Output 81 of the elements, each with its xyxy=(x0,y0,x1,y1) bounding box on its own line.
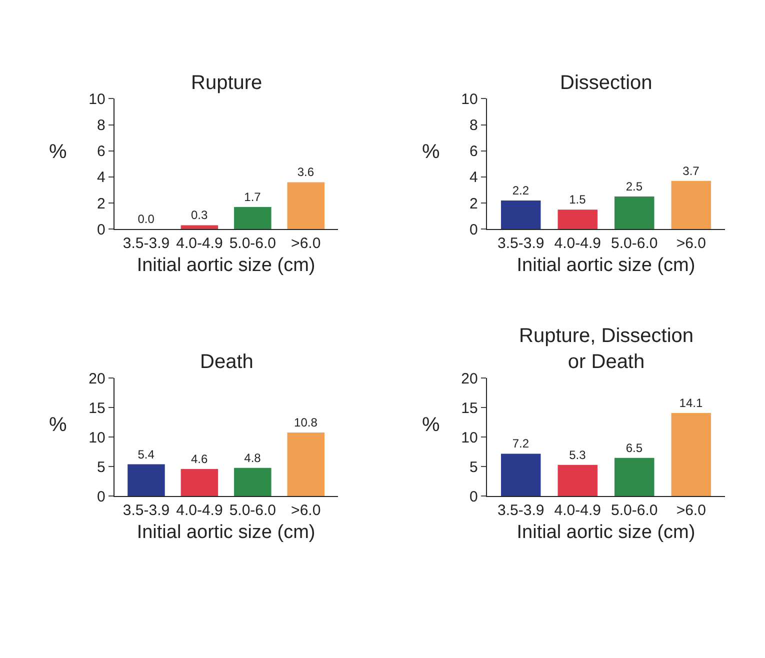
bar xyxy=(671,180,712,230)
data-label: 4.6 xyxy=(190,452,208,466)
bar xyxy=(500,454,541,496)
chart-title: Rupture, Dissection or Death xyxy=(519,325,694,373)
bar xyxy=(234,206,272,230)
bar xyxy=(614,196,654,230)
x-tick-label: 5.0-6.0 xyxy=(229,502,276,520)
data-label: 3.7 xyxy=(682,164,700,178)
data-label: 1.7 xyxy=(244,190,262,204)
data-label: 2.2 xyxy=(512,183,530,198)
y-tick-label: 5 xyxy=(469,458,478,476)
y-axis-title: % xyxy=(422,414,440,436)
x-tick-label: >6.0 xyxy=(676,235,706,252)
y-tick-label: 5 xyxy=(96,458,106,476)
bar xyxy=(180,225,218,230)
y-tick-label: 8 xyxy=(96,117,106,134)
x-tick-label: 5.0-6.0 xyxy=(611,235,658,252)
y-axis-title: % xyxy=(422,141,440,163)
data-label: 4.8 xyxy=(244,450,262,465)
data-label: 0.0 xyxy=(138,212,155,226)
y-tick-label: 0 xyxy=(469,488,478,506)
bar xyxy=(287,432,324,496)
y-tick-label: 15 xyxy=(88,400,106,417)
x-tick-label: 5.0-6.0 xyxy=(229,235,276,252)
y-tick-label: 10 xyxy=(461,90,478,108)
x-tick-label: >6.0 xyxy=(291,235,321,252)
y-tick-label: 15 xyxy=(461,400,478,417)
x-tick-label: 3.5-3.9 xyxy=(498,502,544,520)
data-label: 3.6 xyxy=(297,165,314,180)
bar xyxy=(671,412,712,496)
y-tick-label: 4 xyxy=(96,169,106,186)
data-label: 7.2 xyxy=(512,436,530,451)
x-tick-label: 3.5-3.9 xyxy=(498,235,544,252)
bar xyxy=(234,468,272,496)
bar xyxy=(287,182,324,230)
bar xyxy=(558,464,598,496)
bar xyxy=(558,210,598,230)
y-tick-label: 6 xyxy=(469,143,478,160)
x-tick-label: >6.0 xyxy=(291,502,321,520)
y-tick-label: 0 xyxy=(96,221,106,238)
data-label: 1.5 xyxy=(569,192,586,207)
x-tick-label: 4.0-4.9 xyxy=(554,235,601,252)
y-tick-label: 20 xyxy=(88,370,106,388)
bar xyxy=(614,458,654,496)
y-tick-label: 4 xyxy=(469,169,478,186)
x-tick-label: 4.0-4.9 xyxy=(176,235,223,252)
y-tick-label: 10 xyxy=(88,90,106,108)
data-label: 2.5 xyxy=(626,180,643,194)
y-axis-title: % xyxy=(49,414,67,436)
bar xyxy=(180,469,218,496)
y-tick-label: 8 xyxy=(469,117,478,134)
chart-title: Death xyxy=(200,351,254,373)
y-tick-label: 2 xyxy=(96,195,106,212)
chart-title: Dissection xyxy=(560,72,652,94)
y-tick-label: 0 xyxy=(96,488,106,506)
x-tick-label: 3.5-3.9 xyxy=(122,502,170,520)
data-label: 10.8 xyxy=(294,415,318,430)
data-label: 0.3 xyxy=(190,208,208,222)
data-label: 6.5 xyxy=(626,440,643,455)
chart-title: Rupture xyxy=(191,72,262,94)
x-tick-label: 3.5-3.9 xyxy=(122,235,170,252)
y-axis-title: % xyxy=(49,141,67,163)
x-tick-label: >6.0 xyxy=(676,502,706,520)
x-tick-label: 4.0-4.9 xyxy=(554,502,601,520)
x-tick-label: 5.0-6.0 xyxy=(611,502,658,520)
y-tick-label: 10 xyxy=(461,429,478,446)
y-tick-label: 20 xyxy=(461,370,478,388)
y-tick-label: 6 xyxy=(96,143,106,160)
data-label: 14.1 xyxy=(679,396,703,410)
x-axis-title: Initial aortic size (cm) xyxy=(516,522,696,543)
x-axis-title: Initial aortic size (cm) xyxy=(136,254,316,276)
bar xyxy=(500,200,541,230)
bar xyxy=(128,464,165,496)
y-tick-label: 10 xyxy=(88,429,106,446)
x-tick-label: 4.0-4.9 xyxy=(176,502,223,520)
x-axis-title: Initial aortic size (cm) xyxy=(516,254,696,276)
y-tick-label: 2 xyxy=(469,195,478,212)
y-tick-label: 0 xyxy=(469,221,478,238)
x-axis-title: Initial aortic size (cm) xyxy=(136,522,316,543)
data-label: 5.4 xyxy=(138,447,155,462)
data-label: 5.3 xyxy=(569,448,586,462)
